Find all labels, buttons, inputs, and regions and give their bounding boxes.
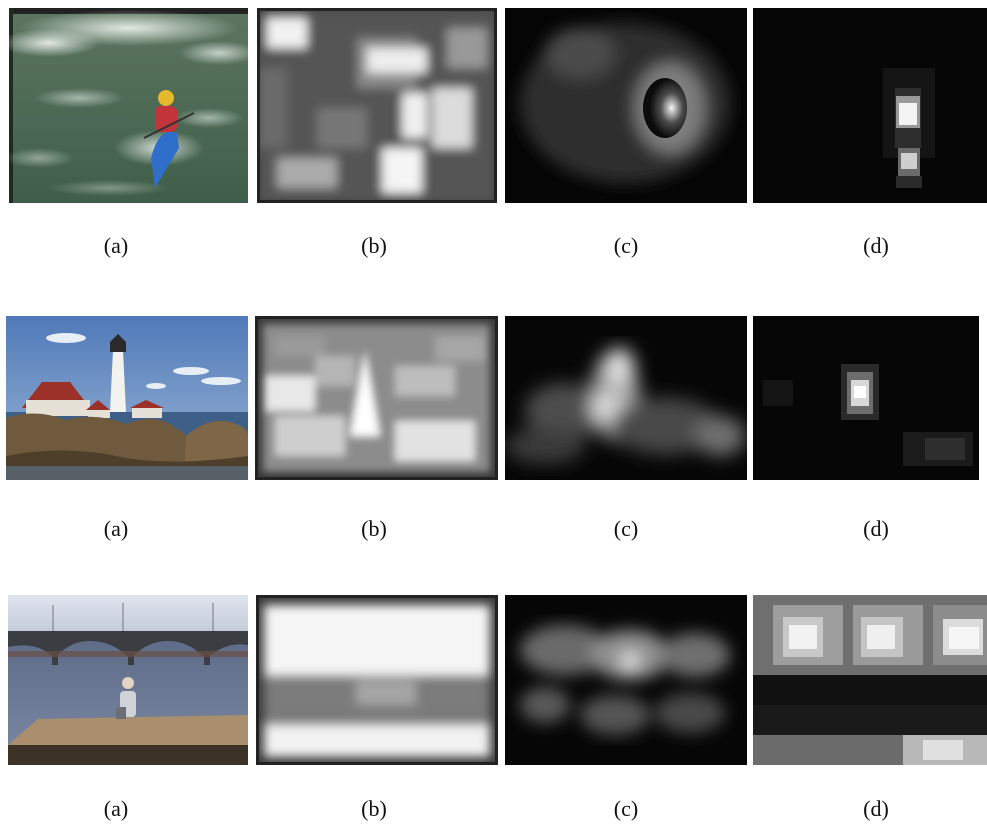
caption-b: (b) [361, 233, 387, 258]
lighthouse-map-c [505, 316, 747, 480]
lighthouse-map-d [753, 316, 979, 480]
figure-row-lighthouse: (a) (b) (c) (d) [6, 316, 979, 541]
bridge-map-d [753, 595, 987, 765]
caption-c: (c) [613, 796, 639, 821]
caption-d: (d) [863, 233, 889, 258]
caption-b: (b) [361, 796, 387, 821]
figure-row-kayak: (a) (b) (c) (d) [0, 0, 987, 270]
caption-c: (c) [613, 233, 639, 258]
caption-a: (a) [103, 796, 129, 821]
caption-b: (b) [361, 516, 387, 541]
lighthouse-map-b [255, 316, 498, 480]
caption-c: (c) [613, 516, 639, 541]
caption-d: (d) [863, 796, 889, 821]
kayak-map-c [505, 8, 747, 203]
caption-d: (d) [863, 516, 889, 541]
bridge-map-b [256, 595, 498, 765]
caption-a: (a) [103, 516, 129, 541]
bridge-map-c [505, 595, 747, 765]
caption-a: (a) [103, 233, 129, 258]
kayak-photo [9, 8, 248, 203]
bridge-photo [8, 595, 248, 765]
kayak-map-b [257, 8, 497, 203]
kayak-map-d [753, 8, 987, 203]
lighthouse-photo [6, 316, 248, 480]
